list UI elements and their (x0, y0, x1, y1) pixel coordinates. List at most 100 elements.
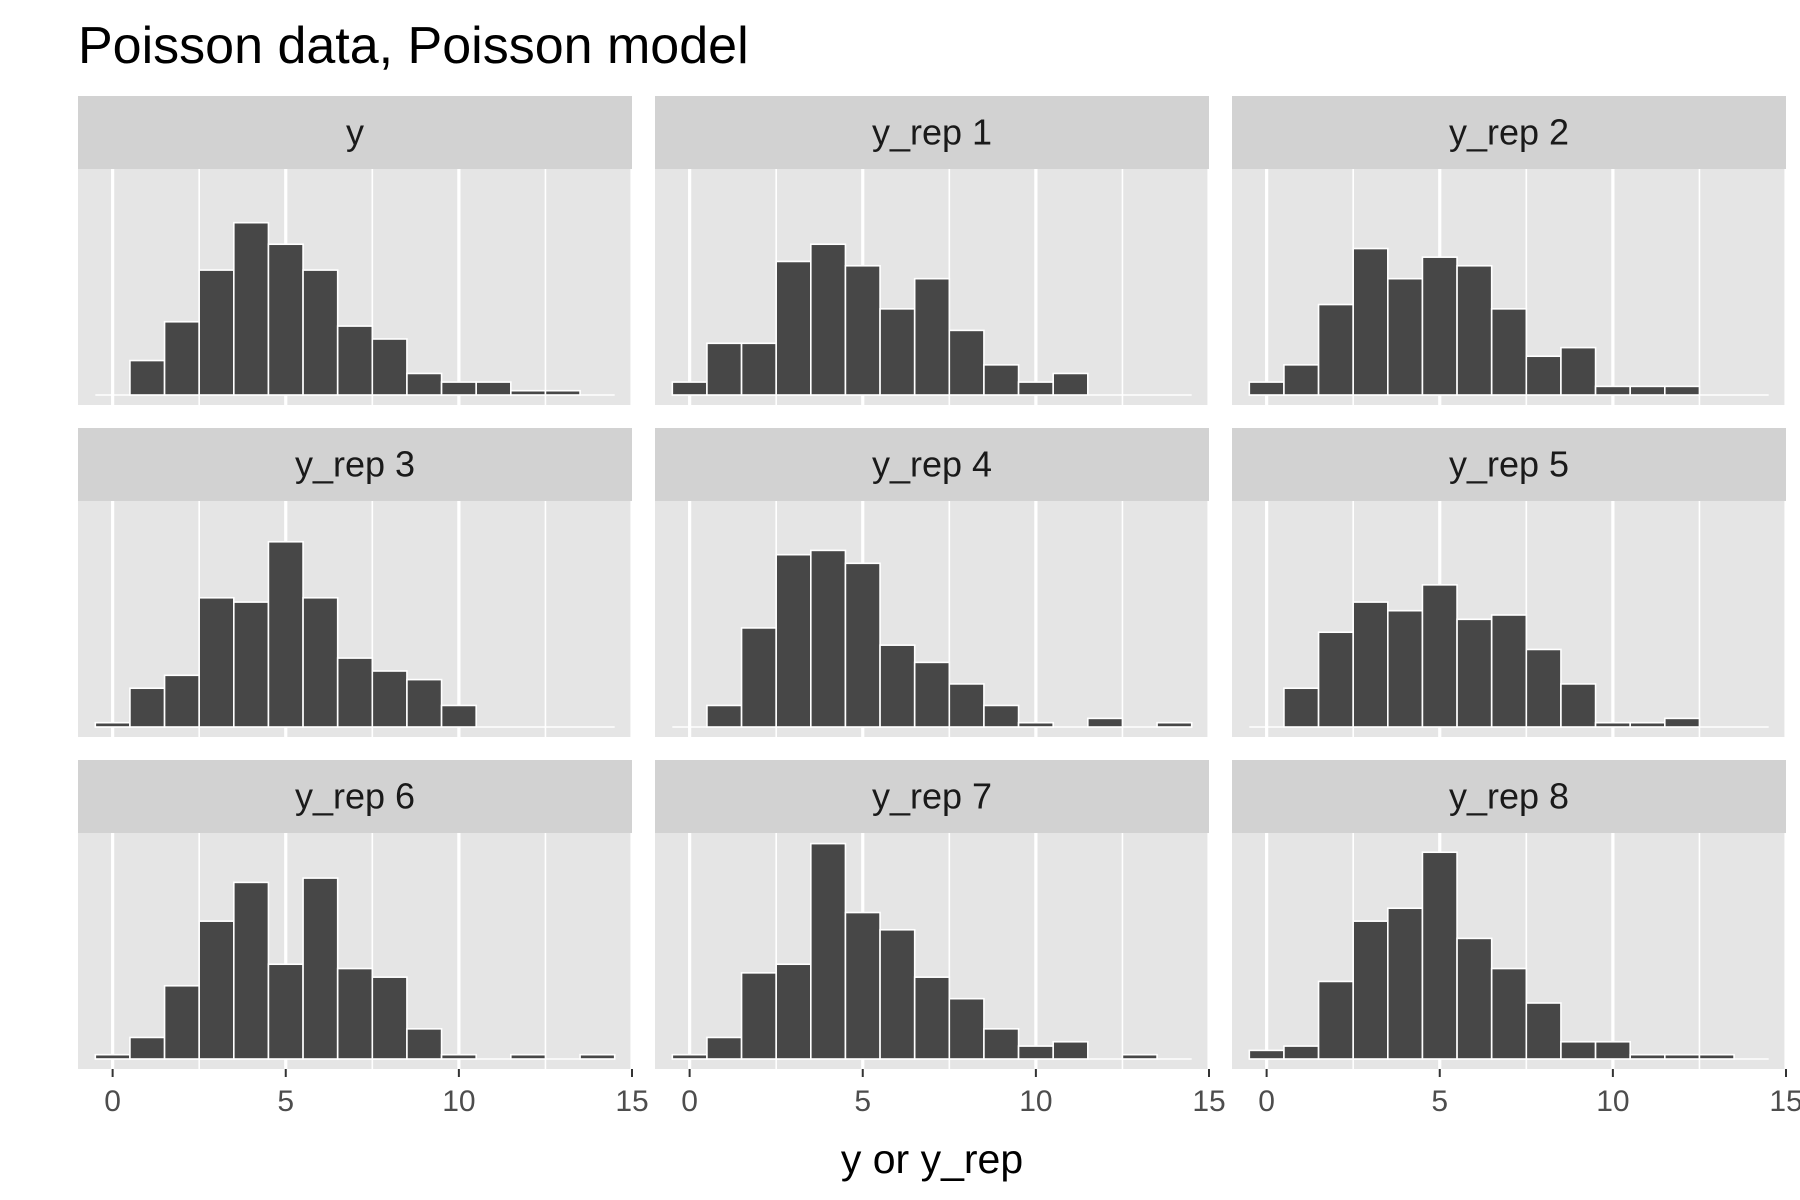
histogram-bar (198, 920, 235, 1060)
histogram-bar (1387, 277, 1424, 396)
x-axis-title: y or y_rep (841, 1136, 1023, 1182)
facet-panel: y_rep 2 (1232, 96, 1788, 405)
histogram-bar (1421, 256, 1458, 396)
facet-strip-label: y_rep 7 (872, 776, 992, 817)
facet-strip-label: y_rep 3 (295, 444, 415, 485)
histogram-bar (233, 221, 270, 396)
histogram-bar (775, 553, 812, 728)
facet-panel: y_rep 1 (655, 96, 1211, 405)
histogram-bar (129, 1036, 166, 1060)
x-tick-label: 0 (681, 1085, 698, 1118)
facet-panel: y_rep 6 (78, 760, 634, 1069)
histogram-bar (1317, 980, 1354, 1060)
x-tick-label: 15 (1769, 1085, 1800, 1118)
histogram-bar (948, 329, 985, 396)
facet-panel: y_rep 5 (1232, 428, 1788, 737)
facet-panel: y_rep 4 (655, 428, 1211, 737)
histogram-bar (1352, 247, 1389, 396)
histogram-bar (810, 842, 847, 1060)
histogram-bar (302, 877, 339, 1060)
histogram-bar (948, 997, 985, 1060)
histogram-bar (1560, 683, 1597, 728)
histogram-bar (948, 683, 985, 728)
histogram-bar (1017, 381, 1054, 396)
histogram-bar (1087, 717, 1124, 728)
histogram-bar (740, 972, 777, 1060)
histogram-bar (1283, 1045, 1320, 1060)
histogram-bar (1525, 648, 1562, 728)
histogram-bar (198, 269, 235, 396)
facet-strip (1232, 760, 1786, 833)
histogram-bar (1560, 346, 1597, 396)
histogram-bar (1052, 1040, 1089, 1060)
histogram-bar (1629, 721, 1666, 728)
histogram-bar (440, 704, 477, 728)
histogram-bar (1352, 601, 1389, 728)
x-tick-label: 10 (1596, 1085, 1629, 1118)
histogram-bar (913, 976, 951, 1060)
facet-strip-label: y_rep 5 (1449, 444, 1569, 485)
histogram-bar (1317, 631, 1354, 728)
histogram-bar (1490, 967, 1528, 1060)
histogram-bar (1629, 385, 1666, 396)
histogram-bar (579, 1053, 616, 1060)
histogram-bar (198, 596, 235, 728)
histogram-bar (1664, 1053, 1701, 1060)
histogram-bar (267, 243, 304, 396)
x-tick-label: 5 (277, 1085, 294, 1118)
facet-strip-label: y (346, 112, 364, 153)
facet-strip-label: y_rep 8 (1449, 776, 1569, 817)
histogram-bar (1283, 364, 1320, 396)
x-tick-label: 10 (442, 1085, 475, 1118)
histogram-bar (510, 1053, 547, 1060)
facet-panel: y (78, 96, 634, 405)
histogram-bar (129, 359, 166, 396)
histogram-bar (94, 721, 131, 728)
histogram-bar (233, 881, 270, 1060)
histogram-bar (510, 389, 547, 396)
facet-panel: y_rep 7 (655, 760, 1211, 1069)
histogram-bar (1052, 372, 1089, 396)
histogram-bar (1490, 614, 1528, 728)
histogram-bar (706, 704, 743, 728)
facet-strip (78, 428, 632, 501)
histogram-bar (336, 657, 374, 728)
histogram-bar (233, 601, 270, 728)
histogram-bar (163, 984, 200, 1060)
histogram-bar (844, 562, 881, 728)
histogram-bar (1456, 937, 1493, 1060)
histogram-bar (706, 342, 743, 396)
histogram-bar (1664, 717, 1701, 728)
histogram-bar (775, 260, 812, 396)
histogram-bar (371, 670, 408, 728)
histogram-bar (129, 687, 166, 728)
histogram-bar (1017, 721, 1054, 728)
facet-strip (78, 760, 632, 833)
facet-strip-label: y_rep 1 (872, 112, 992, 153)
facet-strip (1232, 428, 1786, 501)
histogram-bar (1525, 1002, 1562, 1060)
histogram-bar (336, 967, 374, 1060)
histogram-bar (440, 381, 477, 396)
histogram-bar (1664, 385, 1701, 396)
histogram-bar (406, 1028, 443, 1060)
histogram-bar (1421, 851, 1458, 1060)
histogram-bar (1121, 1053, 1158, 1060)
histogram-bar (1594, 721, 1631, 728)
histogram-bar (1017, 1045, 1054, 1060)
histogram-bar (913, 661, 951, 728)
x-tick-label: 15 (615, 1085, 648, 1118)
histogram-bar (440, 1053, 477, 1060)
histogram-bar (406, 678, 443, 728)
facet-strip (78, 96, 632, 169)
histogram-bar (1156, 721, 1193, 728)
histogram-bar (1490, 308, 1528, 396)
facet-strip-label: y_rep 6 (295, 776, 415, 817)
facet-panel: y_rep 8 (1232, 760, 1788, 1069)
histogram-bar (1317, 303, 1354, 396)
histogram-bar (544, 389, 581, 396)
histogram-bar (371, 338, 408, 396)
facet-strip-label: y_rep 4 (872, 444, 992, 485)
histogram-bar (1456, 264, 1493, 396)
histogram-bar (1352, 920, 1389, 1060)
